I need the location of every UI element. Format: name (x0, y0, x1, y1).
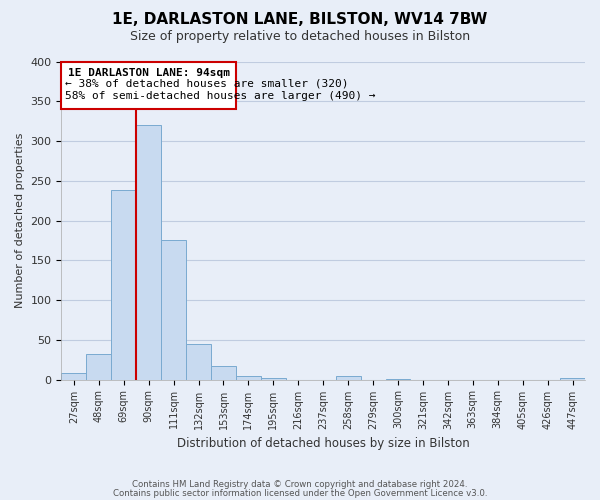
Bar (161, 240, 186, 380)
FancyBboxPatch shape (61, 62, 236, 109)
Bar (111, 190, 136, 380)
Text: 1E, DARLASTON LANE, BILSTON, WV14 7BW: 1E, DARLASTON LANE, BILSTON, WV14 7BW (112, 12, 488, 28)
Bar (236, 376, 261, 380)
Text: Contains HM Land Registry data © Crown copyright and database right 2024.: Contains HM Land Registry data © Crown c… (132, 480, 468, 489)
Bar (61, 373, 86, 380)
Text: Contains public sector information licensed under the Open Government Licence v3: Contains public sector information licen… (113, 488, 487, 498)
Bar (86, 354, 111, 380)
Bar (335, 376, 361, 380)
Text: Size of property relative to detached houses in Bilston: Size of property relative to detached ho… (130, 30, 470, 43)
Bar (211, 366, 236, 380)
Text: 58% of semi-detached houses are larger (490) →: 58% of semi-detached houses are larger (… (65, 91, 376, 101)
Y-axis label: Number of detached properties: Number of detached properties (15, 133, 25, 308)
X-axis label: Distribution of detached houses by size in Bilston: Distribution of detached houses by size … (177, 437, 470, 450)
Bar (560, 378, 585, 380)
Bar (386, 379, 410, 380)
Text: ← 38% of detached houses are smaller (320): ← 38% of detached houses are smaller (32… (65, 79, 349, 89)
Bar (136, 125, 161, 380)
Text: 1E DARLASTON LANE: 94sqm: 1E DARLASTON LANE: 94sqm (68, 68, 230, 78)
Bar (261, 378, 286, 380)
Bar (186, 344, 211, 380)
